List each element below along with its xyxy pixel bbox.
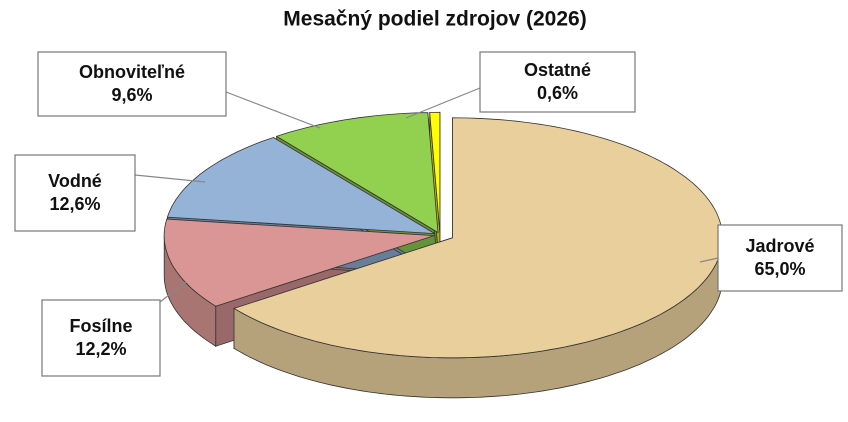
slice	[233, 117, 723, 359]
leader-line	[405, 87, 481, 119]
leader-line	[699, 257, 719, 263]
leader-line	[225, 91, 321, 129]
slice	[163, 218, 435, 307]
slice-value-label: 12,2%	[75, 339, 126, 359]
label-box	[717, 224, 843, 292]
label-box	[479, 51, 636, 113]
chart-title: Mesačný podiel zdrojov (2026)	[283, 8, 586, 31]
slice	[166, 137, 436, 234]
label-box	[14, 154, 136, 232]
slice-label: Ostatné	[524, 60, 591, 80]
slice-value-label: 9,6%	[111, 85, 152, 105]
slice-label: Obnoviteľné	[79, 62, 185, 82]
label-box	[37, 51, 227, 117]
slice-value-label: 0,6%	[537, 83, 578, 103]
slice-value-label: 12,6%	[49, 194, 100, 214]
slice-label: Fosílne	[69, 316, 132, 336]
slice-label: Vodné	[48, 171, 102, 191]
slice-label: Jadrové	[745, 236, 814, 256]
leader-line	[159, 281, 187, 303]
slice-value-label: 65,0%	[754, 259, 805, 279]
leader-line	[134, 174, 206, 183]
slice	[275, 112, 439, 234]
label-box	[41, 299, 161, 377]
slice	[429, 111, 441, 233]
